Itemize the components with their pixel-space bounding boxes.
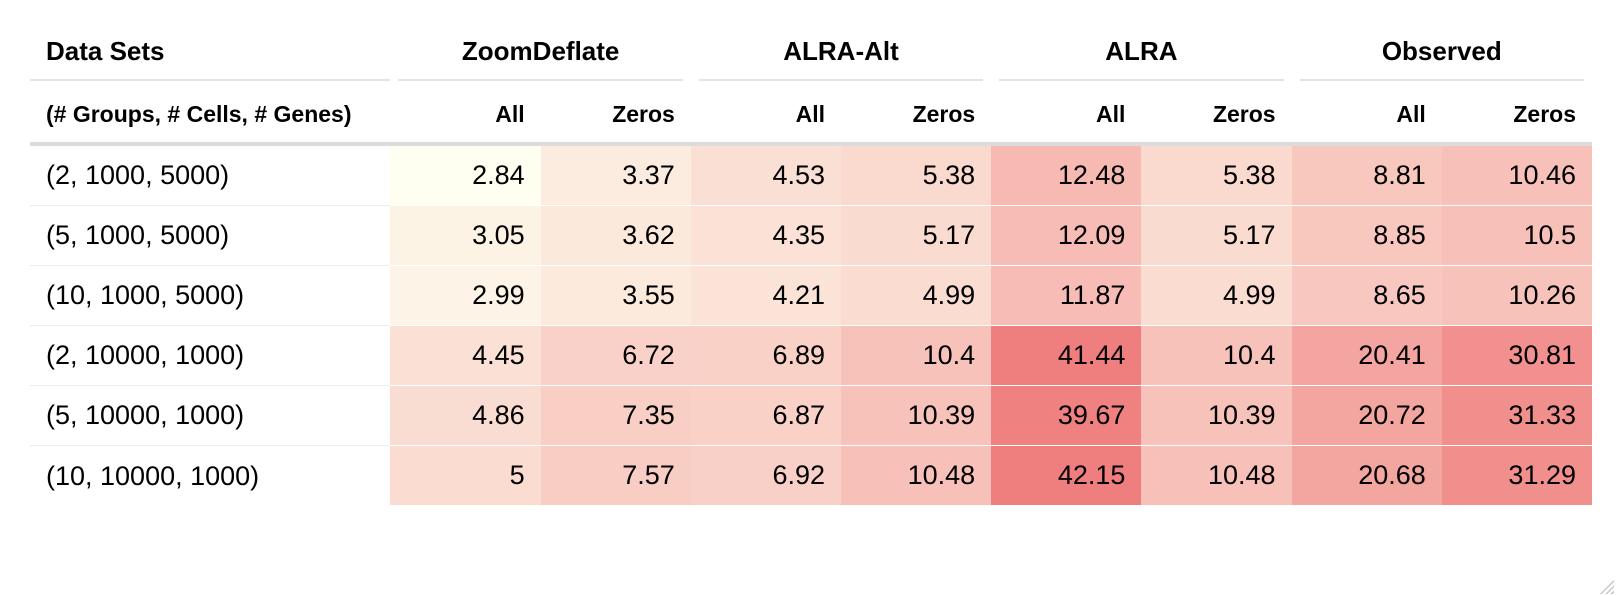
heatmap-cell-observed-all: 20.41 (1291, 326, 1442, 386)
heatmap-cell-observed-zeros: 10.46 (1441, 146, 1592, 206)
heatmap-cell-alra-alt-zeros: 10.39 (841, 386, 992, 446)
row-label-header: Data Sets (30, 30, 391, 86)
heatmap-cell-alra-all: 12.09 (991, 206, 1142, 266)
heatmap-cell-observed-all: 8.65 (1291, 266, 1442, 326)
heatmap-cell-alra-all: 41.44 (991, 326, 1142, 386)
heatmap-cell-observed-all: 20.68 (1291, 446, 1442, 506)
heatmap-cell-observed-all: 8.81 (1291, 146, 1442, 206)
row-label: (5, 10000, 1000) (30, 386, 391, 446)
heatmap-cell-zoomdeflate-zeros: 6.72 (540, 326, 691, 386)
heatmap-cell-observed-zeros: 30.81 (1441, 326, 1592, 386)
table-row: (10, 1000, 5000) 2.99 3.55 4.21 4.99 11.87 4.9… (30, 266, 1592, 326)
subcolumn-header-all: All (1291, 86, 1442, 146)
row-sublabel-header: (# Groups, # Cells, # Genes) (30, 86, 391, 146)
heatmap-cell-alra-alt-zeros: 4.99 (841, 266, 992, 326)
heatmap-cell-alra-alt-all: 6.89 (690, 326, 842, 386)
heatmap-cell-zoomdeflate-all: 2.99 (390, 266, 541, 326)
heatmap-cell-alra-alt-all: 6.87 (690, 386, 842, 446)
heatmap-table: Data Sets ZoomDeflate ALRA-Alt ALRA Obse… (30, 30, 1592, 506)
row-label: (2, 1000, 5000) (30, 146, 391, 206)
heatmap-cell-zoomdeflate-all: 2.84 (390, 146, 541, 206)
heatmap-cell-observed-zeros: 31.29 (1441, 446, 1592, 506)
table-row: (5, 10000, 1000) 4.86 7.35 6.87 10.39 39.67 10… (30, 386, 1592, 446)
heatmap-cell-alra-zeros: 5.17 (1141, 206, 1292, 266)
group-label: ALRA (999, 36, 1284, 81)
heatmap-cell-observed-zeros: 31.33 (1441, 386, 1592, 446)
row-label: (2, 10000, 1000) (30, 326, 391, 386)
heatmap-cell-zoomdeflate-all: 4.45 (390, 326, 541, 386)
group-header-zoomdeflate: ZoomDeflate (390, 30, 690, 86)
table-row: (2, 1000, 5000) 2.84 3.37 4.53 5.38 12.48 5.38… (30, 146, 1592, 206)
subcolumn-header-zeros: Zeros (841, 86, 992, 146)
subcolumn-header-all: All (690, 86, 842, 146)
group-header-row: Data Sets ZoomDeflate ALRA-Alt ALRA Obse… (30, 30, 1592, 86)
resize-grip-icon[interactable] (1598, 578, 1614, 594)
subcolumn-header-zeros: Zeros (540, 86, 691, 146)
subcolumn-header-zeros: Zeros (1141, 86, 1292, 146)
heatmap-cell-alra-all: 11.87 (991, 266, 1142, 326)
row-label: (5, 1000, 5000) (30, 206, 391, 266)
heatmap-cell-alra-alt-all: 4.21 (690, 266, 842, 326)
table-row: (10, 10000, 1000) 5 7.57 6.92 10.48 42.15 10.4… (30, 446, 1592, 506)
heatmap-cell-alra-zeros: 5.38 (1141, 146, 1292, 206)
row-label: (10, 10000, 1000) (30, 446, 391, 506)
heatmap-cell-zoomdeflate-all: 5 (390, 446, 541, 506)
heatmap-cell-alra-alt-all: 6.92 (690, 446, 842, 506)
table-header: Data Sets ZoomDeflate ALRA-Alt ALRA Obse… (30, 30, 1592, 146)
heatmap-cell-alra-alt-zeros: 5.17 (841, 206, 992, 266)
heatmap-cell-observed-all: 8.85 (1291, 206, 1442, 266)
subcolumn-header-all: All (991, 86, 1142, 146)
table-row: (2, 10000, 1000) 4.45 6.72 6.89 10.4 41.44 10.… (30, 326, 1592, 386)
heatmap-cell-observed-zeros: 10.5 (1441, 206, 1592, 266)
subcolumn-header-row: (# Groups, # Cells, # Genes) All Zeros A… (30, 86, 1592, 146)
heatmap-cell-alra-alt-zeros: 10.4 (841, 326, 992, 386)
heatmap-cell-alra-alt-zeros: 10.48 (841, 446, 992, 506)
heatmap-cell-alra-alt-zeros: 5.38 (841, 146, 992, 206)
heatmap-cell-alra-zeros: 10.39 (1141, 386, 1292, 446)
heatmap-cell-zoomdeflate-zeros: 7.57 (540, 446, 691, 506)
heatmap-cell-zoomdeflate-zeros: 3.37 (540, 146, 691, 206)
heatmap-cell-alra-alt-all: 4.53 (690, 146, 842, 206)
table-row: (5, 1000, 5000) 3.05 3.62 4.35 5.17 12.09 5.17… (30, 206, 1592, 266)
group-header-alra: ALRA (991, 30, 1291, 86)
row-label: (10, 1000, 5000) (30, 266, 391, 326)
heatmap-cell-alra-zeros: 10.48 (1141, 446, 1292, 506)
subcolumn-header-zeros: Zeros (1441, 86, 1592, 146)
group-header-alra-alt: ALRA-Alt (691, 30, 991, 86)
heatmap-cell-zoomdeflate-zeros: 3.55 (540, 266, 691, 326)
row-label-title: Data Sets (30, 36, 391, 81)
heatmap-cell-zoomdeflate-zeros: 3.62 (540, 206, 691, 266)
heatmap-cell-alra-zeros: 4.99 (1141, 266, 1292, 326)
subcolumn-header-all: All (390, 86, 541, 146)
heatmap-cell-alra-zeros: 10.4 (1141, 326, 1292, 386)
heatmap-cell-zoomdeflate-all: 4.86 (390, 386, 541, 446)
heatmap-cell-alra-all: 12.48 (991, 146, 1142, 206)
heatmap-cell-alra-all: 39.67 (991, 386, 1142, 446)
heatmap-cell-zoomdeflate-all: 3.05 (390, 206, 541, 266)
table-body: (2, 1000, 5000) 2.84 3.37 4.53 5.38 12.48 5.38… (30, 146, 1592, 506)
heatmap-cell-zoomdeflate-zeros: 7.35 (540, 386, 691, 446)
heatmap-cell-observed-zeros: 10.26 (1441, 266, 1592, 326)
group-label: ZoomDeflate (398, 36, 683, 81)
heatmap-cell-alra-alt-all: 4.35 (690, 206, 842, 266)
heatmap-cell-observed-all: 20.72 (1291, 386, 1442, 446)
group-label: ALRA-Alt (698, 36, 984, 81)
heatmap-cell-alra-all: 42.15 (991, 446, 1142, 506)
group-header-observed: Observed (1292, 30, 1592, 86)
group-label: Observed (1299, 36, 1584, 81)
